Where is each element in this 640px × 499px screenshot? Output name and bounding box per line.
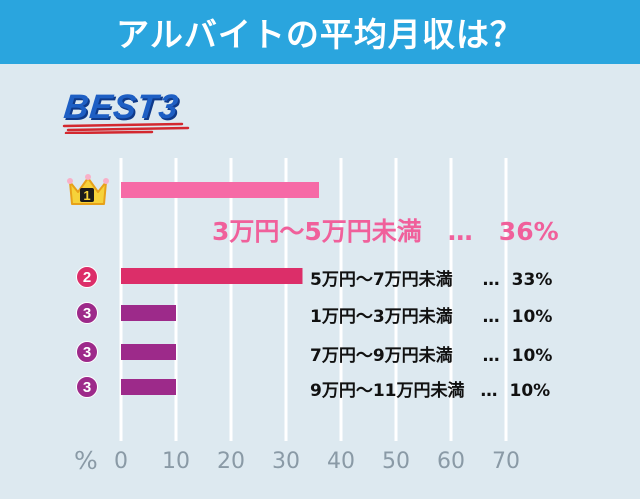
x-tick-label: 50: [382, 449, 410, 474]
rank-3-badge: 3: [76, 376, 98, 398]
x-tick-label: 30: [272, 449, 300, 474]
x-tick-label: 10: [162, 449, 190, 474]
row-label-3a: 1万円〜3万円未満 … 10%: [310, 302, 552, 327]
row-range: 5万円〜7万円未満: [310, 270, 453, 290]
row-dots: …: [482, 346, 500, 366]
row-percent: 10%: [511, 346, 553, 366]
row-dots: …: [482, 307, 500, 327]
rank-2-badge: 2: [76, 266, 98, 288]
x-tick-label: 70: [492, 449, 520, 474]
row-label-3c: 9万円〜11万円未満 … 10%: [310, 376, 550, 401]
rank-3-badge: 3: [76, 341, 98, 363]
x-tick-label: 40: [327, 449, 355, 474]
row-range: 1万円〜3万円未満: [310, 307, 453, 327]
x-tick-label: 0: [114, 449, 128, 474]
x-tick-label: 60: [437, 449, 465, 474]
row-label-2: 5万円〜7万円未満 … 33%: [310, 265, 552, 290]
bar-1: [121, 182, 319, 198]
best-underline-decoration: [62, 122, 190, 134]
bar-3: [121, 305, 176, 321]
chart-panel: [0, 64, 640, 499]
crown-icon: 1: [67, 174, 109, 205]
top-result-range: 3万円〜5万円未満: [212, 217, 422, 246]
page-title: アルバイトの平均月収は？: [116, 15, 524, 54]
row-percent: 10%: [509, 381, 551, 401]
row-dots: …: [482, 270, 500, 290]
rank-3-badge: 3: [76, 302, 98, 324]
row-dots: …: [480, 381, 498, 401]
bar-2: [121, 268, 303, 284]
top-result-percent: 36%: [498, 217, 559, 246]
rank-1-number: 1: [83, 188, 90, 203]
row-percent: 33%: [511, 270, 553, 290]
row-range: 9万円〜11万円未満: [310, 381, 465, 401]
row-range: 7万円〜9万円未満: [310, 346, 453, 366]
x-tick-label: 20: [217, 449, 245, 474]
top-result-dots: …: [447, 217, 473, 246]
bar-4: [121, 344, 176, 360]
x-axis-unit: %: [74, 446, 98, 475]
header-bar: アルバイトの平均月収は？: [0, 0, 640, 64]
row-percent: 10%: [511, 307, 553, 327]
top-result-label: 3万円〜5万円未満 … 36%: [212, 212, 559, 248]
bar-5: [121, 379, 176, 395]
row-label-3b: 7万円〜9万円未満 … 10%: [310, 341, 552, 366]
